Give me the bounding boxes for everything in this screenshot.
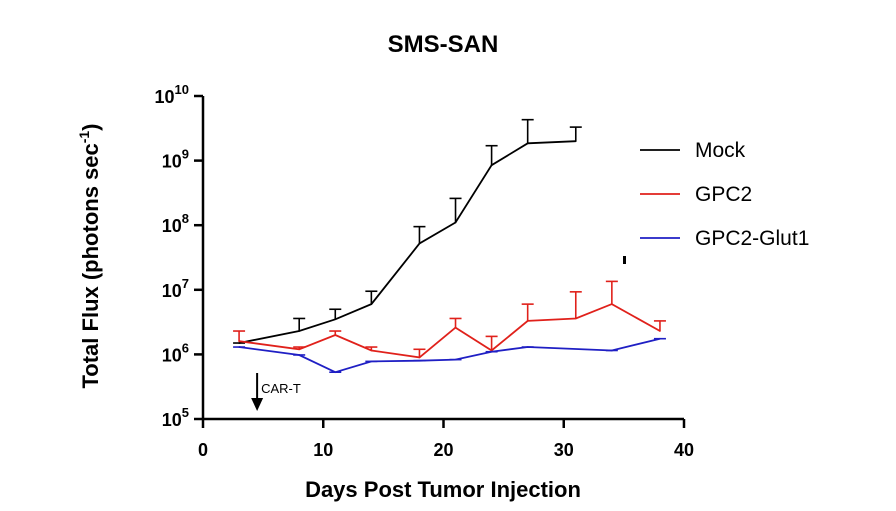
series-line-gpc2-glut1 (238, 337, 661, 374)
data-point-mock (526, 142, 529, 145)
y-axis-label: Total Flux (photons sec-1) (76, 123, 103, 388)
x-axis-ticks: 0 10 20 30 40 (198, 419, 694, 460)
data-point-mock (490, 164, 493, 166)
y-tick-label-exponent: 7 (182, 276, 189, 291)
data-point-gpc2 (238, 340, 240, 343)
y-tick-label-exponent: 6 (182, 340, 189, 355)
series-mock (233, 118, 582, 344)
data-point-gpc2-glut1 (418, 359, 421, 362)
svg-text:Total Flux (photons sec-1): Total Flux (photons sec-1) (76, 123, 103, 388)
series-gpc2 (233, 280, 666, 359)
x-tick-label-40: 40 (674, 440, 694, 460)
x-tick-label-10: 10 (313, 440, 333, 460)
y-tick-label-5: 105 (162, 405, 189, 430)
y-tick-label-exponent: 8 (182, 211, 189, 226)
data-point-gpc2-glut1 (490, 350, 493, 353)
data-point-gpc2-glut1 (238, 346, 240, 348)
legend-label-mock: Mock (695, 139, 746, 162)
car-t-annotation: CAR-T (251, 373, 301, 411)
data-point-mock (334, 318, 337, 321)
series-line-mock (238, 140, 576, 344)
y-tick-label-base: 10 (162, 152, 182, 172)
legend: Mock GPC2 GPC2-Glut1 (640, 139, 809, 250)
y-tick-label-9: 109 (162, 147, 189, 172)
data-point-mock (238, 342, 240, 344)
data-point-gpc2 (370, 349, 373, 352)
legend-item-mock: Mock (640, 139, 746, 162)
data-point-mock (454, 221, 457, 224)
data-point-mock (418, 242, 421, 245)
data-point-gpc2-glut1 (611, 349, 613, 352)
data-point-gpc2 (574, 317, 577, 320)
y-tick-label-base: 10 (162, 345, 182, 365)
data-point-gpc2-glut1 (370, 360, 373, 363)
data-point-mock (370, 303, 373, 305)
data-point-gpc2 (298, 348, 301, 351)
y-axis-label-main: Total Flux (photons sec (78, 143, 103, 388)
car-t-label: CAR-T (261, 381, 301, 396)
y-tick-label-base: 10 (162, 216, 182, 236)
data-point-gpc2 (659, 330, 661, 332)
y-tick-label-10: 1010 (155, 82, 190, 107)
car-t-arrow-head (251, 398, 264, 411)
data-point-gpc2 (611, 303, 613, 305)
data-point-mock (298, 330, 301, 332)
y-tick-label-6: 106 (162, 340, 189, 365)
x-tick-label-0: 0 (198, 440, 208, 460)
y-tick-label-base: 10 (162, 281, 182, 301)
x-tick-label-20: 20 (433, 440, 453, 460)
data-point-gpc2-glut1 (526, 346, 529, 348)
data-point-gpc2 (334, 334, 337, 336)
data-point-gpc2 (526, 320, 529, 322)
data-point-mock (574, 140, 577, 142)
y-tick-label-exponent: 9 (182, 147, 189, 162)
data-point-gpc2-glut1 (454, 358, 457, 361)
y-tick-label-8: 108 (162, 211, 189, 236)
y-tick-label-exponent: 10 (175, 82, 189, 97)
y-tick-label-base: 10 (155, 87, 175, 107)
y-axis-label-close: ) (78, 123, 103, 130)
stray-mark (623, 256, 626, 264)
series-layer (233, 118, 666, 374)
legend-item-gpc2: GPC2 (640, 183, 752, 206)
data-point-gpc2 (454, 326, 457, 329)
chart-title: SMS-SAN (388, 31, 499, 58)
data-point-gpc2 (418, 356, 421, 359)
y-axis-label-superscript: -1 (76, 131, 92, 144)
y-tick-label-exponent: 5 (182, 405, 189, 420)
legend-label-gpc2: GPC2 (695, 183, 752, 206)
data-point-gpc2-glut1 (334, 371, 337, 374)
x-axis-label: Days Post Tumor Injection (305, 477, 581, 502)
data-point-gpc2-glut1 (659, 337, 661, 340)
data-point-gpc2-glut1 (298, 354, 301, 356)
y-tick-label-base: 10 (162, 410, 182, 430)
legend-item-gpc2-glut1: GPC2-Glut1 (640, 227, 809, 250)
legend-label-gpc2-glut1: GPC2-Glut1 (695, 227, 809, 250)
y-tick-label-7: 107 (162, 276, 189, 301)
x-tick-label-30: 30 (554, 440, 574, 460)
series-gpc2-glut1 (233, 337, 666, 374)
